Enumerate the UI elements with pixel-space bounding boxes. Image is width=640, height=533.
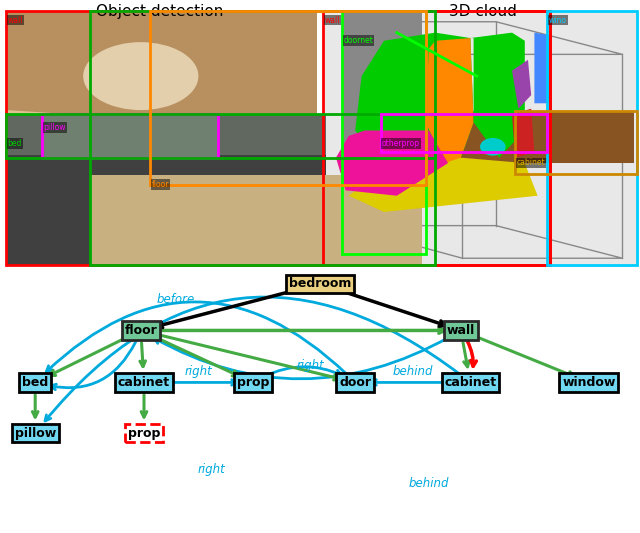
Bar (515, 111, 637, 174)
Text: prop: prop (237, 376, 269, 389)
Text: wall: wall (447, 324, 475, 337)
Bar (323, 11, 637, 265)
Bar (42, 116, 218, 158)
Polygon shape (534, 33, 550, 103)
Text: before: before (157, 293, 195, 306)
Ellipse shape (83, 42, 198, 110)
Text: doornet: doornet (344, 36, 374, 45)
Bar (150, 11, 426, 185)
Bar (461, 111, 634, 163)
Polygon shape (512, 109, 534, 158)
Text: behind: behind (408, 477, 449, 490)
Text: cabinet: cabinet (118, 376, 170, 389)
Text: floor: floor (124, 324, 157, 337)
Bar (90, 175, 422, 265)
Text: window: window (562, 376, 616, 389)
Text: bed: bed (22, 376, 49, 389)
Text: right: right (184, 365, 212, 378)
Ellipse shape (480, 138, 506, 156)
Text: pillow: pillow (15, 426, 56, 440)
Text: Object detection: Object detection (96, 4, 224, 19)
Text: right: right (296, 359, 324, 372)
Polygon shape (336, 131, 448, 196)
Text: bed: bed (8, 139, 22, 148)
Bar (323, 11, 550, 265)
Bar (342, 11, 422, 254)
Polygon shape (470, 33, 525, 158)
Text: prop: prop (128, 426, 160, 440)
Text: 3D cloud: 3D cloud (449, 4, 517, 19)
Bar (6, 148, 326, 265)
Text: bedroom: bedroom (289, 277, 351, 290)
Text: behind: behind (392, 365, 433, 378)
Bar (381, 114, 547, 152)
Bar (6, 114, 435, 158)
Text: floor: floor (152, 180, 169, 189)
Polygon shape (512, 60, 531, 109)
Bar (547, 11, 637, 265)
Text: wall: wall (8, 16, 23, 25)
Text: door: door (339, 376, 371, 389)
Bar (42, 114, 218, 158)
Text: right: right (197, 463, 225, 475)
Polygon shape (426, 38, 474, 163)
Polygon shape (349, 158, 538, 212)
Bar (6, 11, 317, 265)
Bar (6, 11, 550, 265)
Polygon shape (6, 110, 288, 265)
Polygon shape (355, 33, 474, 168)
Text: wall: wall (324, 16, 340, 25)
Bar (6, 114, 326, 155)
Text: otherprop: otherprop (382, 139, 420, 148)
Text: pillow: pillow (44, 123, 66, 132)
Text: cabinet: cabinet (444, 376, 497, 389)
Bar (342, 11, 426, 254)
Text: wino: wino (549, 16, 567, 25)
Text: cabinet: cabinet (517, 158, 546, 167)
Bar (90, 11, 435, 265)
